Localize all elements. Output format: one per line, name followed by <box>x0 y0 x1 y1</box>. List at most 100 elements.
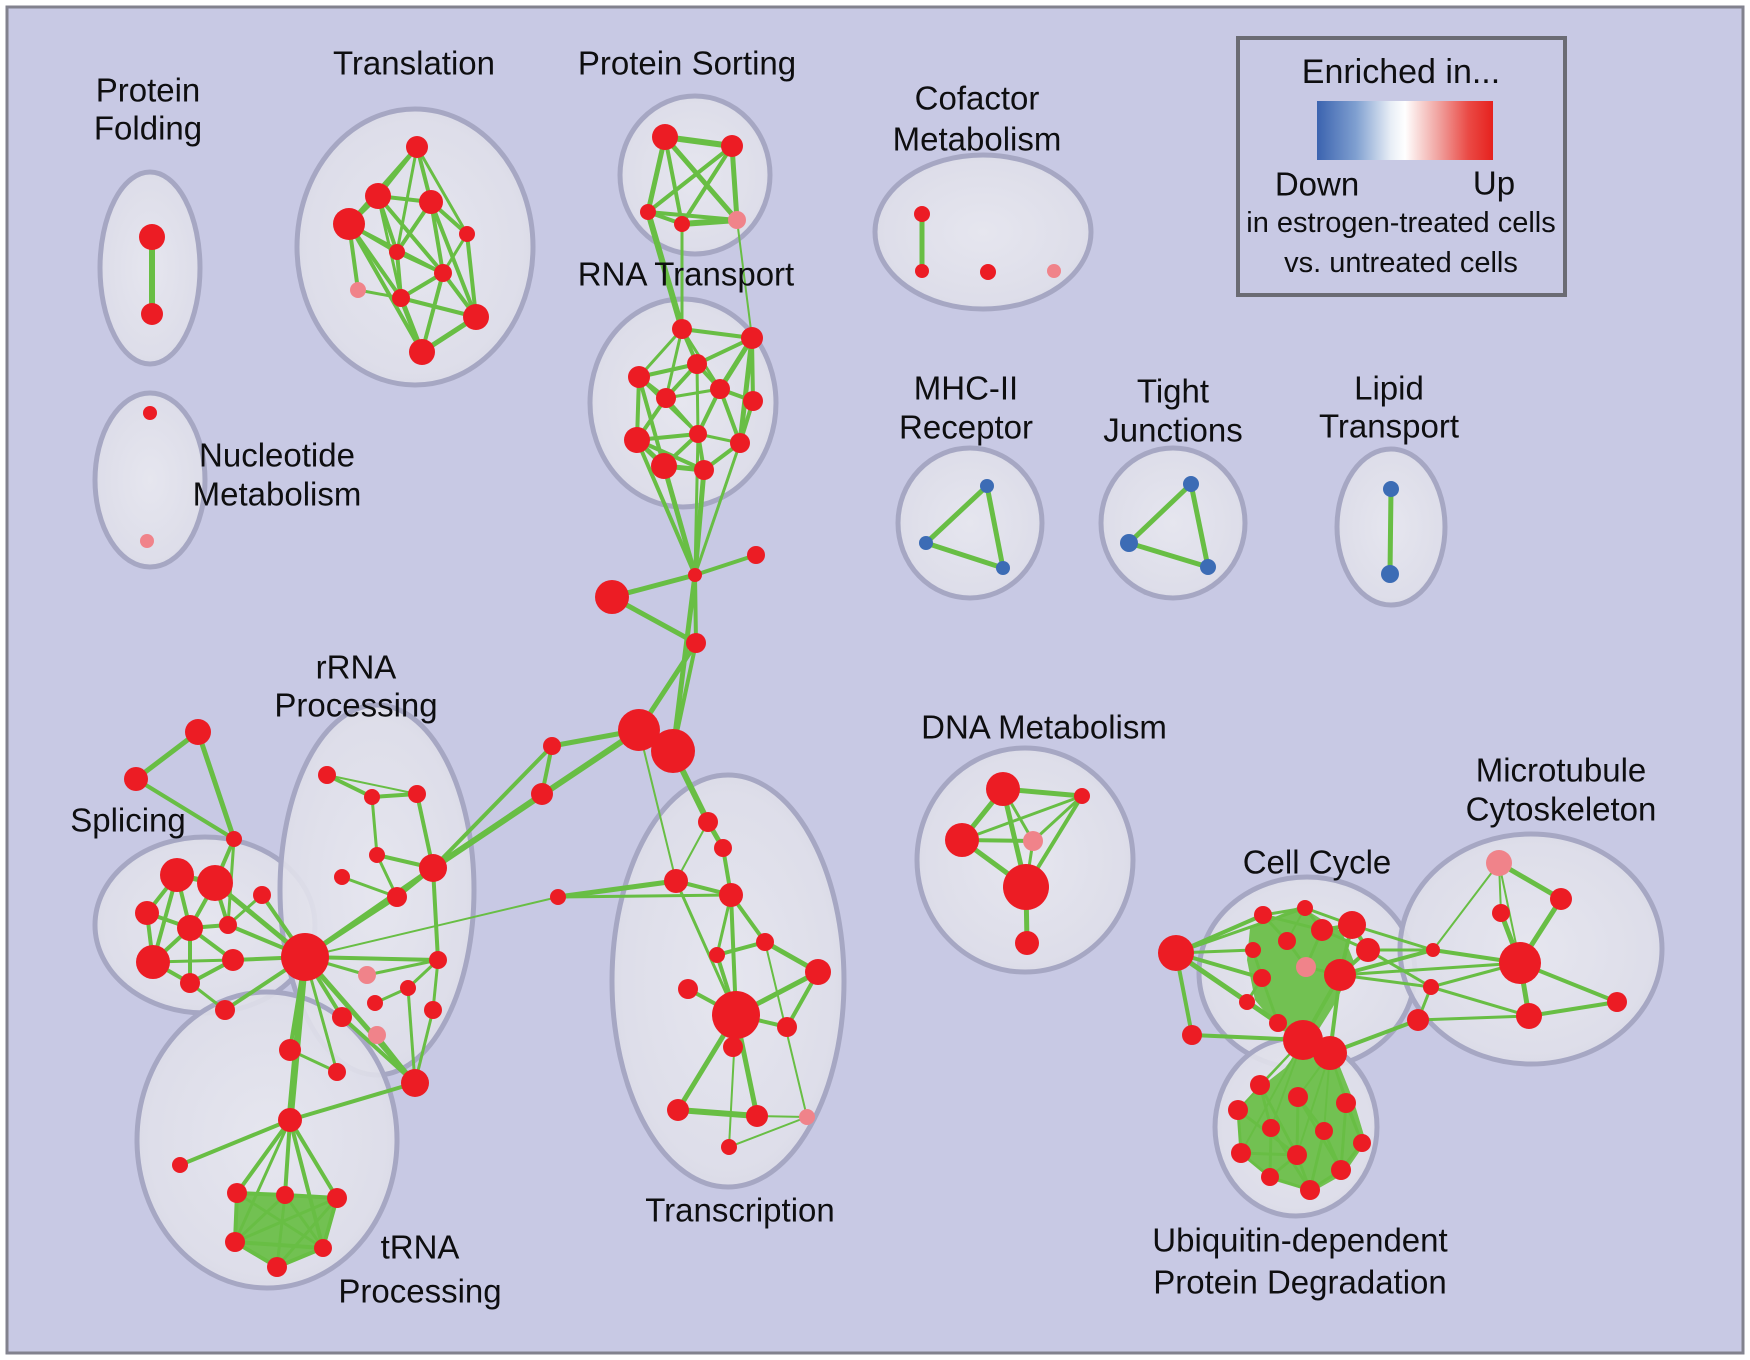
node-d6-red <box>1015 931 1039 955</box>
node-mj1-red <box>1426 943 1440 957</box>
node-t2-red <box>333 208 365 240</box>
edge-cn-x2 <box>555 878 679 900</box>
trna-processing-label: Processing <box>338 1273 501 1310</box>
node-lt1-blue <box>1383 481 1399 497</box>
node-x11-red <box>667 1099 689 1121</box>
transcription-label: Transcription <box>645 1192 835 1229</box>
node-cc5-red <box>1356 938 1380 962</box>
edge-t6-t10 <box>465 232 478 319</box>
node-x1-red <box>698 812 718 832</box>
node-lt2-blue <box>1381 565 1399 583</box>
edge-tja-tr1 <box>235 1118 292 1195</box>
dna-metabolism-label: DNA Metabolism <box>921 709 1167 746</box>
legend-caption-line2: vs. untreated cells <box>1284 247 1518 279</box>
node-t8-pink <box>350 282 366 298</box>
node-rr12-red <box>419 854 447 882</box>
node-tj1-blue <box>1183 476 1199 492</box>
node-tj3-blue <box>1200 559 1216 575</box>
legend-up-label: Up <box>1473 165 1515 202</box>
node-cc4-red <box>1338 911 1366 939</box>
edge-x2-xb <box>674 879 738 1017</box>
node-r9-red <box>689 425 707 443</box>
node-rr1-red <box>318 766 336 784</box>
edge-rr15-sph <box>302 954 418 1086</box>
node-u3-red <box>1336 1093 1356 1113</box>
node-cc3-red <box>1311 919 1333 941</box>
splicing-label: Splicing <box>70 802 186 839</box>
node-k1-red <box>747 546 765 564</box>
node-sph-red <box>281 933 329 981</box>
node-cc2-red <box>1297 900 1313 916</box>
node-t4-red <box>419 190 443 214</box>
edge-t1-t6 <box>415 145 469 236</box>
node-d3-red <box>945 823 979 857</box>
edge-h1-x2 <box>638 729 677 882</box>
edge-r12-j1 <box>692 467 707 578</box>
node-sp8-red <box>136 945 170 979</box>
edge-sp2-spj <box>134 777 236 841</box>
node-u5-red <box>1262 1119 1280 1137</box>
nucleotide-metabolism-ellipse <box>92 390 208 570</box>
edge-mj2-mt3 <box>1429 985 1531 1018</box>
node-rr17-red <box>279 1039 301 1061</box>
edge-tja-tl <box>178 1118 292 1167</box>
tight-junctions-ellipse <box>1098 445 1248 601</box>
node-sp2-red <box>124 767 148 791</box>
node-r5-red <box>656 388 676 408</box>
node-ps3-red <box>640 204 656 220</box>
node-u7-red <box>1353 1134 1371 1152</box>
node-tr5-red <box>314 1239 332 1257</box>
edge-rr1-rr3 <box>326 774 418 795</box>
trna-processing-label: tRNA <box>381 1229 460 1266</box>
node-pf2-red <box>141 303 163 325</box>
edge-ps5-r2 <box>736 219 753 339</box>
node-r11-red <box>651 453 677 479</box>
node-sp4-red <box>197 865 233 901</box>
node-x14-red <box>721 1139 737 1155</box>
node-c3-red <box>980 264 996 280</box>
node-u2-red <box>1288 1087 1308 1107</box>
node-cc6-red <box>1245 942 1261 958</box>
edge-rr10-rr15 <box>406 986 417 1085</box>
node-sp6-red <box>177 915 203 941</box>
node-x4-red <box>719 883 743 907</box>
edge-t4-t10 <box>429 200 478 319</box>
node-x13-pink <box>799 1109 815 1125</box>
node-rr9-red <box>429 951 447 969</box>
node-t6-red <box>459 226 475 242</box>
node-ps5-pink <box>728 211 746 229</box>
node-rr6-red <box>387 887 407 907</box>
edge-tj1-tj2 <box>1126 481 1194 546</box>
node-tr2-red <box>276 1186 294 1204</box>
node-tr1-red <box>227 1183 247 1203</box>
node-rr5-red <box>334 869 350 885</box>
node-t9-red <box>392 289 410 307</box>
edge-cc4-mj1 <box>1350 923 1435 952</box>
node-t1-red <box>406 136 428 158</box>
node-u4-red <box>1228 1100 1248 1120</box>
node-u8-red <box>1231 1143 1251 1163</box>
node-cc13-red <box>1278 932 1296 950</box>
node-j1-red <box>688 568 702 582</box>
edge-tj2-tj3 <box>1126 540 1211 570</box>
node-cc12-red <box>1182 1025 1202 1045</box>
node-cc7-pink <box>1296 957 1316 977</box>
node-sp11-red <box>253 886 271 904</box>
legend-frame <box>1236 36 1567 297</box>
node-t10-red <box>463 304 489 330</box>
node-tj2-blue <box>1120 534 1138 552</box>
protein-folding-label: Folding <box>94 110 202 147</box>
node-r7-red <box>743 391 763 411</box>
node-sp5-red <box>135 901 159 925</box>
edge-cc5-mj2 <box>1366 948 1433 989</box>
node-tr3-red <box>327 1188 347 1208</box>
node-sp7-red <box>219 916 237 934</box>
node-mh3-blue <box>996 561 1010 575</box>
node-u6-red <box>1315 1122 1333 1140</box>
node-cc11-red <box>1324 959 1356 991</box>
node-x10-red <box>723 1037 743 1057</box>
node-rr4-red <box>369 847 385 863</box>
